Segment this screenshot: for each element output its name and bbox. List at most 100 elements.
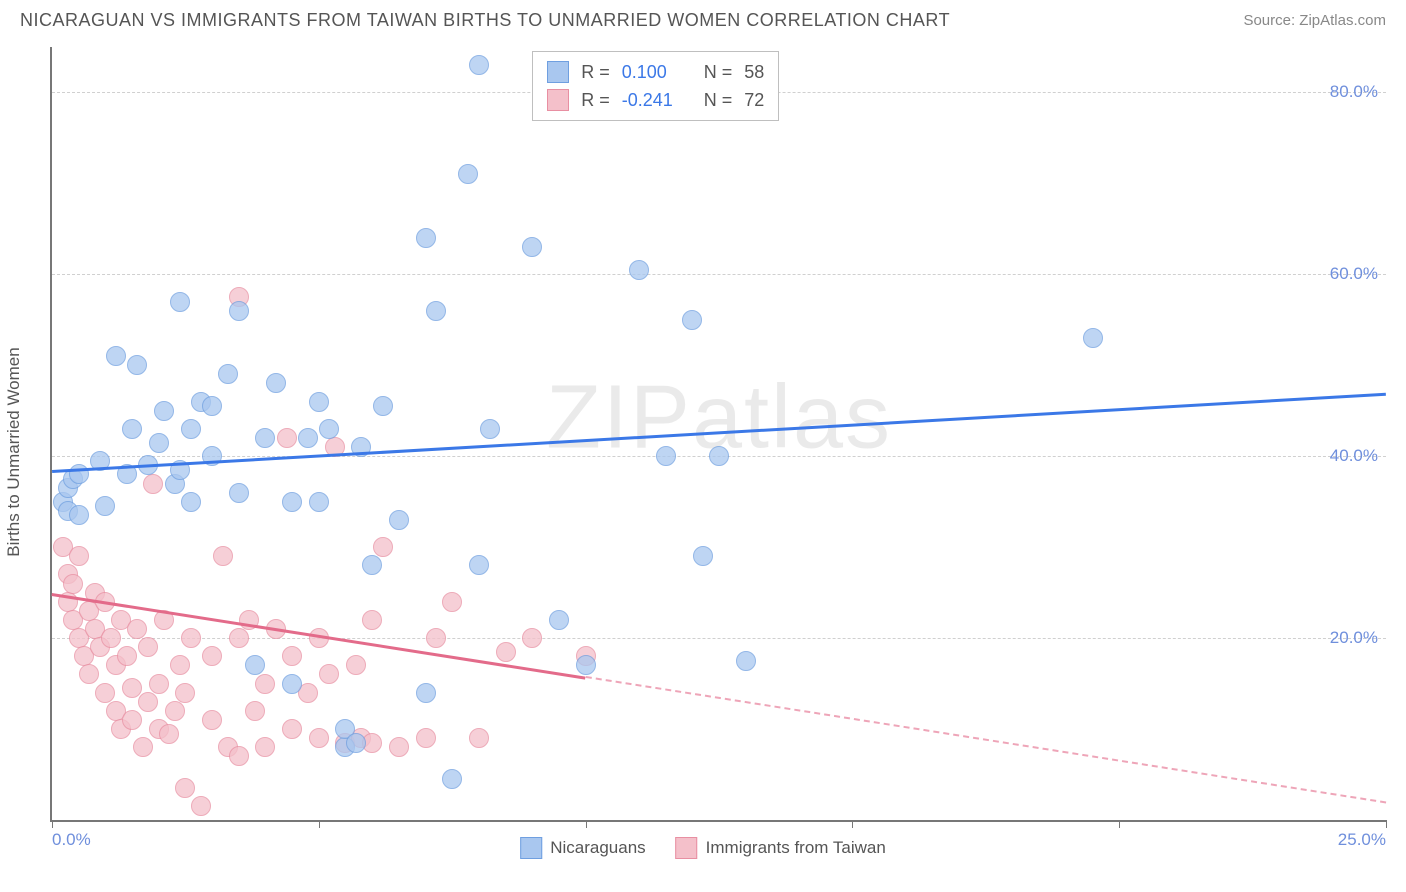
data-point <box>143 474 163 494</box>
data-point <box>426 628 446 648</box>
data-point <box>149 674 169 694</box>
infobox-row: R =-0.241N =72 <box>547 86 764 114</box>
data-point <box>277 428 297 448</box>
data-point <box>496 642 516 662</box>
data-point <box>469 555 489 575</box>
data-point <box>122 710 142 730</box>
chart-title: NICARAGUAN VS IMMIGRANTS FROM TAIWAN BIR… <box>20 10 950 31</box>
data-point <box>522 628 542 648</box>
data-point <box>346 655 366 675</box>
data-point <box>346 733 366 753</box>
stats-infobox: R =0.100N =58R =-0.241N =72 <box>532 51 779 121</box>
data-point <box>101 628 121 648</box>
data-point <box>122 419 142 439</box>
data-point <box>149 433 169 453</box>
data-point <box>202 396 222 416</box>
data-point <box>282 492 302 512</box>
legend-swatch <box>547 61 569 83</box>
data-point <box>255 737 275 757</box>
data-point <box>79 664 99 684</box>
data-point <box>170 292 190 312</box>
data-point <box>181 492 201 512</box>
data-point <box>202 710 222 730</box>
data-point <box>469 728 489 748</box>
legend-item: Immigrants from Taiwan <box>676 837 886 859</box>
data-point <box>442 592 462 612</box>
data-point <box>389 737 409 757</box>
y-tick-label: 60.0% <box>1330 264 1378 284</box>
data-point <box>95 496 115 516</box>
data-point <box>309 492 329 512</box>
data-point <box>682 310 702 330</box>
data-point <box>159 724 179 744</box>
data-point <box>309 728 329 748</box>
data-point <box>282 646 302 666</box>
data-point <box>709 446 729 466</box>
data-point <box>255 428 275 448</box>
x-tick <box>586 820 587 828</box>
data-point <box>213 546 233 566</box>
x-tick <box>852 820 853 828</box>
data-point <box>629 260 649 280</box>
data-point <box>95 683 115 703</box>
n-value: 58 <box>744 58 764 86</box>
legend-swatch <box>520 837 542 859</box>
x-tick-label: 0.0% <box>52 830 91 850</box>
data-point <box>319 664 339 684</box>
data-point <box>469 55 489 75</box>
data-point <box>549 610 569 630</box>
data-point <box>191 796 211 816</box>
r-label: R = <box>581 58 610 86</box>
data-point <box>416 228 436 248</box>
data-point <box>309 392 329 412</box>
data-point <box>138 637 158 657</box>
data-point <box>138 692 158 712</box>
r-value: -0.241 <box>622 86 692 114</box>
legend-swatch <box>676 837 698 859</box>
data-point <box>117 646 137 666</box>
legend: Nicaraguans Immigrants from Taiwan <box>520 837 886 859</box>
trend-line <box>585 676 1386 803</box>
r-label: R = <box>581 86 610 114</box>
data-point <box>319 419 339 439</box>
data-point <box>426 301 446 321</box>
x-tick <box>319 820 320 828</box>
legend-item: Nicaraguans <box>520 837 645 859</box>
data-point <box>229 483 249 503</box>
legend-swatch <box>547 89 569 111</box>
data-point <box>170 655 190 675</box>
data-point <box>218 364 238 384</box>
data-point <box>229 628 249 648</box>
y-tick-label: 20.0% <box>1330 628 1378 648</box>
data-point <box>69 505 89 525</box>
x-tick <box>1119 820 1120 828</box>
data-point <box>458 164 478 184</box>
x-tick <box>52 820 53 828</box>
x-tick <box>1386 820 1387 828</box>
chart-container: Births to Unmarried Women ZIPatlas 20.0%… <box>0 37 1406 867</box>
data-point <box>656 446 676 466</box>
data-point <box>69 546 89 566</box>
data-point <box>127 619 147 639</box>
data-point <box>154 401 174 421</box>
y-axis-label: Births to Unmarried Women <box>4 347 24 556</box>
data-point <box>181 419 201 439</box>
gridline <box>52 274 1386 275</box>
plot-area: ZIPatlas 20.0%40.0%60.0%80.0%0.0%25.0%R … <box>50 47 1386 822</box>
data-point <box>693 546 713 566</box>
data-point <box>165 701 185 721</box>
x-tick-label: 25.0% <box>1338 830 1386 850</box>
data-point <box>1083 328 1103 348</box>
data-point <box>175 683 195 703</box>
data-point <box>373 537 393 557</box>
y-tick-label: 40.0% <box>1330 446 1378 466</box>
data-point <box>266 373 286 393</box>
data-point <box>63 574 83 594</box>
data-point <box>245 655 265 675</box>
legend-label: Nicaraguans <box>550 838 645 858</box>
source-credit: Source: ZipAtlas.com <box>1243 12 1386 29</box>
r-value: 0.100 <box>622 58 692 86</box>
n-label: N = <box>704 86 733 114</box>
data-point <box>181 628 201 648</box>
data-point <box>202 646 222 666</box>
